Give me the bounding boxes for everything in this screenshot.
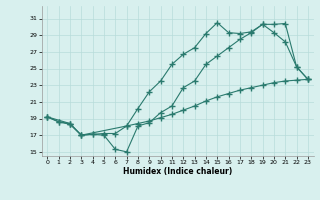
X-axis label: Humidex (Indice chaleur): Humidex (Indice chaleur) xyxy=(123,167,232,176)
